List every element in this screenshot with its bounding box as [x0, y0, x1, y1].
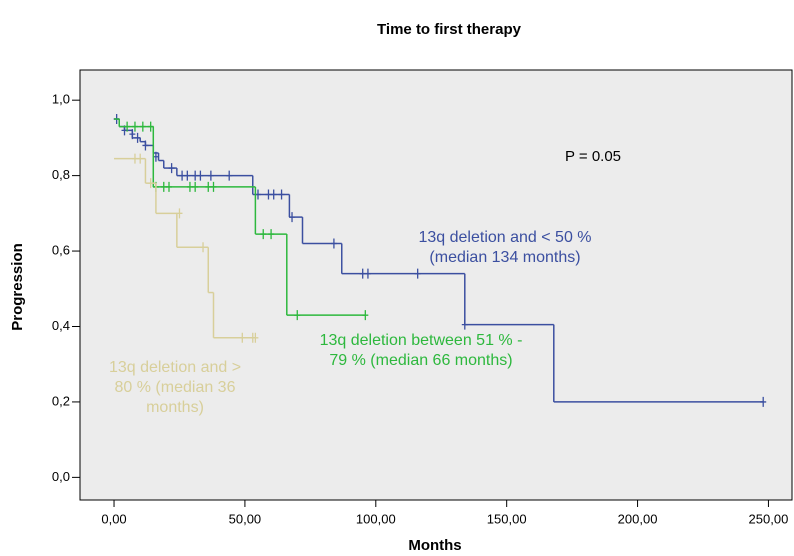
- censor-mark: [252, 332, 259, 343]
- censor-mark: [147, 178, 154, 189]
- x-tick-label: 250,00: [749, 511, 789, 526]
- y-tick-label: 0,6: [52, 242, 70, 257]
- annotation: 13q deletion and >: [109, 359, 241, 376]
- y-tick-label: 1,0: [52, 92, 70, 107]
- censor-mark: [364, 268, 371, 279]
- censor-mark: [192, 170, 199, 181]
- censor-mark: [207, 170, 214, 181]
- censor-mark: [461, 319, 468, 330]
- y-tick-label: 0,0: [52, 469, 70, 484]
- annotation: months): [146, 399, 204, 416]
- y-tick-label: 0,8: [52, 167, 70, 182]
- censor-mark: [289, 212, 296, 223]
- censor-mark: [124, 121, 131, 132]
- x-tick-label: 150,00: [487, 511, 527, 526]
- censor-mark: [294, 310, 301, 321]
- x-tick-label: 200,00: [618, 511, 658, 526]
- censor-mark: [179, 170, 186, 181]
- y-axis-label: Progression: [9, 243, 26, 331]
- annotation: (median 134 months): [429, 249, 580, 266]
- y-tick-label: 0,4: [52, 318, 70, 333]
- censor-mark: [330, 238, 337, 249]
- censor-mark: [186, 181, 193, 192]
- censor-mark: [184, 170, 191, 181]
- censor-mark: [359, 268, 366, 279]
- censor-mark: [142, 140, 149, 151]
- censor-mark: [268, 229, 275, 240]
- censor-mark: [270, 189, 277, 200]
- censor-mark: [131, 153, 138, 164]
- x-tick-label: 50,00: [229, 511, 262, 526]
- censor-mark: [200, 242, 207, 253]
- annotation: 80 % (median 36: [115, 379, 236, 396]
- censor-mark: [137, 153, 144, 164]
- censor-mark: [160, 181, 167, 192]
- censor-mark: [147, 121, 154, 132]
- plot-area: [79, 69, 793, 501]
- censor-mark: [129, 129, 136, 140]
- censor-mark: [197, 170, 204, 181]
- censor-mark: [131, 121, 138, 132]
- censor-mark: [166, 181, 172, 192]
- censor-mark: [414, 268, 421, 279]
- censor-mark: [362, 310, 369, 321]
- annotation: 13q deletion between 51 % -: [320, 332, 523, 349]
- annotation: P = 0.05: [565, 148, 621, 165]
- x-axis-label: Months: [408, 537, 461, 554]
- x-tick-label: 0,00: [101, 511, 126, 526]
- censor-mark: [226, 170, 233, 181]
- censor-mark: [265, 189, 272, 200]
- censor-mark: [134, 132, 141, 143]
- censor-mark: [139, 121, 146, 132]
- censor-mark: [205, 181, 212, 192]
- censor-mark: [260, 229, 267, 240]
- censor-mark: [760, 396, 767, 407]
- x-tick-label: 100,00: [356, 511, 396, 526]
- y-tick-label: 0,2: [52, 393, 70, 408]
- annotation: 13q deletion and < 50 %: [418, 229, 591, 246]
- censor-mark: [168, 163, 175, 174]
- censor-mark: [192, 181, 199, 192]
- censor-mark: [210, 181, 217, 192]
- censor-mark: [176, 208, 183, 219]
- censor-mark: [239, 332, 246, 343]
- censor-mark: [278, 189, 285, 200]
- chart-title: Time to first therapy: [377, 21, 522, 38]
- annotation: 79 % (median 66 months): [329, 352, 512, 369]
